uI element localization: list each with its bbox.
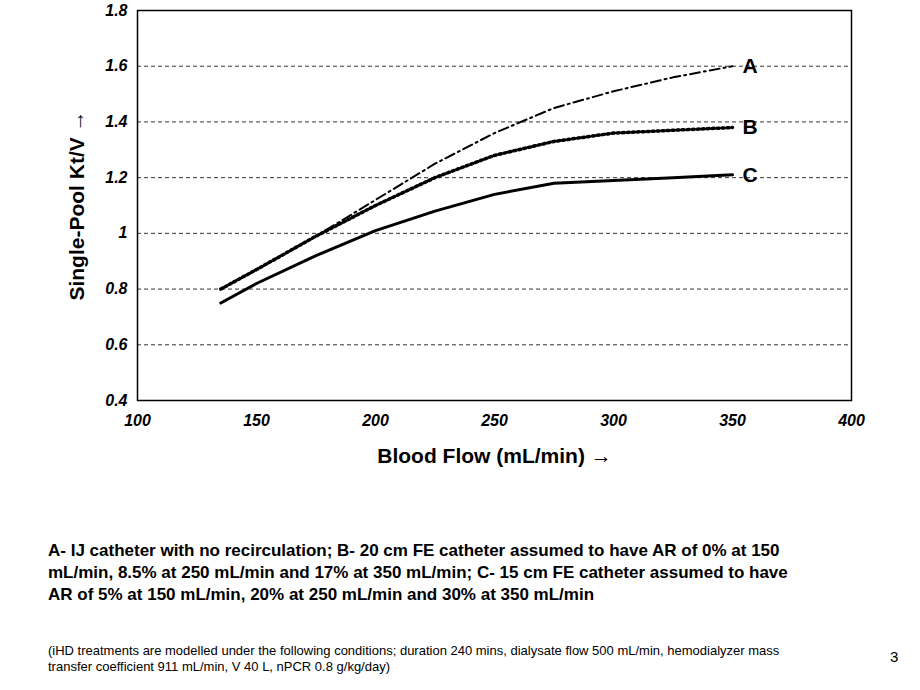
svg-text:0.6: 0.6: [105, 336, 127, 353]
svg-text:200: 200: [361, 412, 389, 429]
svg-text:1.4: 1.4: [105, 113, 127, 130]
html-text:(iHD treatments are modelled u: (iHD treatments are modelled under the f…: [48, 643, 780, 674]
html-text:A- IJ catheter with no recircu: A- IJ catheter with no recirculation; B-…: [48, 541, 788, 604]
svg-text:Single-Pool Kt/V →: Single-Pool Kt/V →: [65, 110, 88, 300]
svg-text:150: 150: [243, 412, 270, 429]
svg-text:A: A: [743, 54, 758, 77]
svg-text:B: B: [743, 115, 758, 138]
svg-text:1.6: 1.6: [105, 57, 127, 74]
svg-text:C: C: [743, 163, 758, 186]
svg-text:1.8: 1.8: [105, 2, 127, 19]
svg-text:0.4: 0.4: [105, 392, 127, 409]
svg-text:300: 300: [600, 412, 627, 429]
svg-text:350: 350: [719, 412, 746, 429]
svg-text:0.8: 0.8: [105, 280, 127, 297]
svg-text:100: 100: [124, 412, 151, 429]
svg-text:400: 400: [837, 412, 865, 429]
html-text:3: 3: [890, 648, 899, 665]
svg-text:250: 250: [480, 412, 508, 429]
svg-text:1.2: 1.2: [105, 169, 127, 186]
svg-text:1: 1: [119, 224, 128, 241]
svg-text:Blood Flow (mL/min) →: Blood Flow (mL/min) →: [377, 444, 611, 467]
